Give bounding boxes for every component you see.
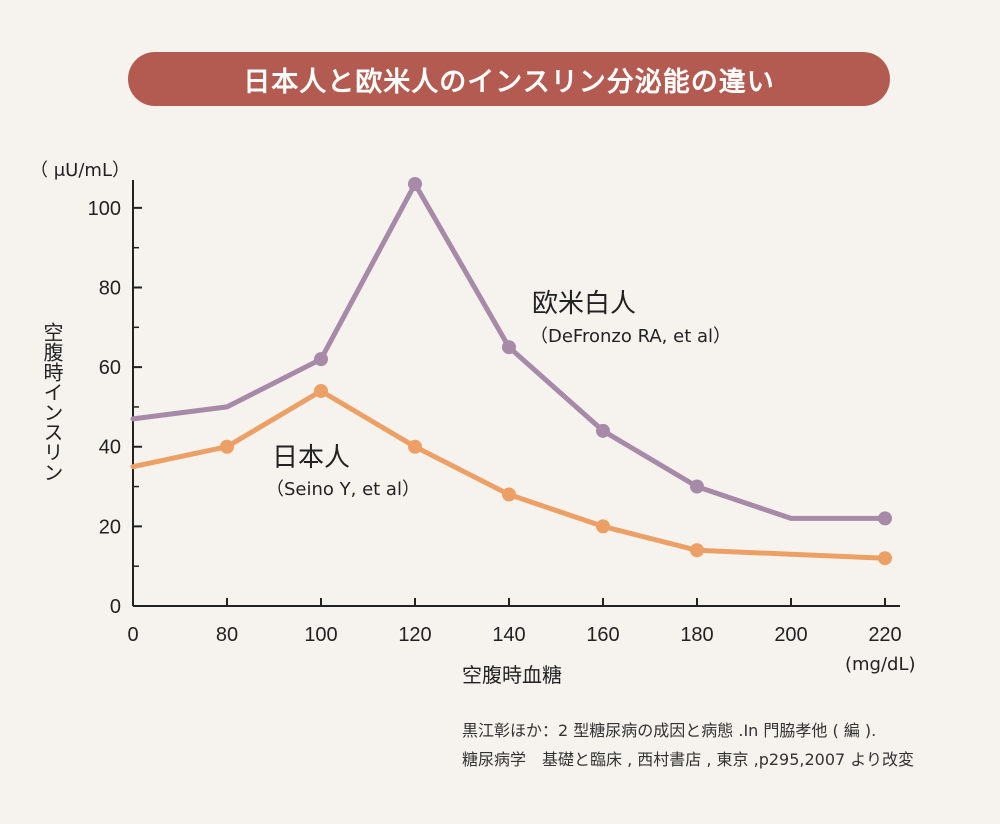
- y-tick-label: 20: [99, 516, 121, 538]
- series-layer: [130, 176, 892, 566]
- data-point: [220, 439, 234, 454]
- series-label-japanese: 日本人: [272, 443, 350, 473]
- x-axis-unit: (mg/dL): [845, 654, 916, 675]
- y-tick-label: 100: [88, 198, 121, 220]
- series-line-1: [130, 388, 888, 561]
- series-source-western: （DeFronzo RA, et al）: [530, 326, 731, 347]
- y-tick-label: 40: [99, 437, 121, 459]
- x-axis-title: 空腹時血糖: [462, 663, 562, 687]
- data-point: [596, 423, 610, 438]
- axes: [132, 180, 900, 607]
- x-tick-label: 80: [216, 624, 238, 646]
- x-tick-label: 0: [127, 624, 138, 646]
- y-tick-label: 60: [99, 357, 121, 379]
- x-tick-label: 200: [774, 624, 807, 646]
- data-point: [408, 439, 422, 454]
- series-label-western: 欧米白人: [532, 289, 636, 319]
- source-citation: 黒江彰ほか：2 型糖尿病の成因と病態 .In 門脇孝他 ( 編 ). 糖尿病学 …: [462, 716, 914, 774]
- x-tick-label: 220: [868, 624, 901, 646]
- data-point: [596, 519, 610, 534]
- x-tick-label: 100: [304, 624, 337, 646]
- data-point: [690, 543, 704, 558]
- series-source-japanese: （Seino Y, et al）: [266, 479, 420, 500]
- chart-title-banner: 日本人と欧米人のインスリン分泌能の違い: [128, 52, 890, 106]
- data-point: [878, 551, 892, 566]
- x-tick-label: 120: [398, 624, 431, 646]
- data-point: [314, 352, 328, 367]
- chart-title: 日本人と欧米人のインスリン分泌能の違い: [243, 66, 775, 98]
- source-line-2: 糖尿病学 基礎と臨床 , 西村書店 , 東京 ,p295,2007 より改変: [462, 750, 914, 769]
- x-tick-label: 180: [680, 624, 713, 646]
- y-tick-label: 80: [99, 277, 121, 299]
- data-point: [690, 479, 704, 494]
- data-point: [502, 487, 516, 502]
- y-axis-title: 空腹時インスリン: [40, 322, 64, 482]
- data-point: [502, 340, 516, 355]
- x-tick-label: 160: [586, 624, 619, 646]
- data-point: [878, 511, 892, 526]
- data-point: [314, 384, 328, 399]
- y-axis-unit: （ μU/mL）: [30, 160, 130, 181]
- data-point: [408, 176, 422, 191]
- x-tick-label: 140: [492, 624, 525, 646]
- line-chart: 0 20 40 60 80 100 0 80 100 120 140 160 180 200 220 （ …: [30, 160, 916, 687]
- y-axis-ticks: 0 20 40 60 80 100: [88, 198, 142, 618]
- source-line-1: 黒江彰ほか：2 型糖尿病の成因と病態 .In 門脇孝他 ( 編 ).: [462, 721, 877, 740]
- x-axis-ticks: 0 80 100 120 140 160 180 200 220: [127, 598, 902, 646]
- y-tick-label: 0: [110, 596, 121, 618]
